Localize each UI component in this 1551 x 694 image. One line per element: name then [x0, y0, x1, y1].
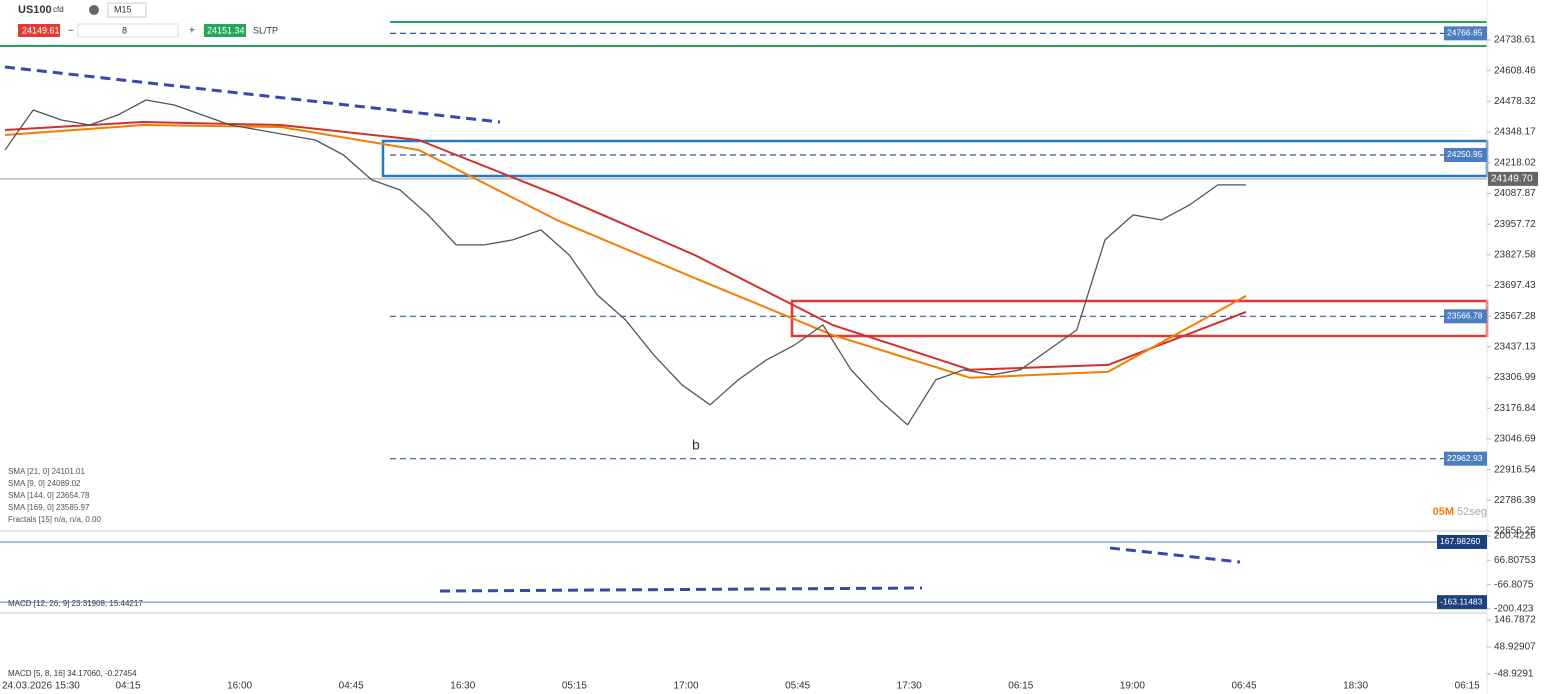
timeframe-box[interactable]	[107, 2, 147, 18]
time-label: 05:45	[785, 681, 810, 692]
sma-line	[4, 124, 1247, 379]
trend-line	[4, 65, 501, 124]
price-tick-label: 23827.58	[1494, 249, 1536, 260]
price-tag: 22962.93	[1447, 453, 1483, 463]
indicator-label: SMA [21, 0] 24101.01	[8, 467, 85, 476]
macd-tag-box	[1437, 595, 1487, 610]
price-tick-label: 22916.54	[1494, 464, 1536, 475]
time-label: 04:15	[115, 681, 140, 692]
price-tick-label: 24478.32	[1494, 96, 1536, 107]
timeframe[interactable]: M15	[114, 4, 132, 14]
macd-tick-label: 146.7872	[1494, 615, 1536, 626]
price-tag-box	[1488, 171, 1538, 186]
price-tick-label: 22786.39	[1494, 495, 1536, 506]
buy-price[interactable]: 24151.34	[207, 25, 245, 35]
sell-price[interactable]: 24149.61	[22, 25, 60, 35]
time-label: 17:00	[673, 681, 698, 692]
price-line	[4, 99, 1246, 426]
quantity[interactable]: 8	[122, 25, 127, 35]
price-tick-label: 23567.28	[1494, 311, 1536, 322]
countdown: 05M 52seg	[1433, 506, 1487, 518]
time-label: 16:30	[450, 681, 475, 692]
buy-button[interactable]	[204, 24, 246, 37]
macd-tick-label: -200.423	[1494, 604, 1534, 615]
price-tag: 24250.95	[1447, 149, 1483, 159]
indicator-label: SMA [144, 0] 23654.78	[8, 491, 90, 500]
price-tag-box	[1444, 309, 1487, 324]
macd-tick-label: 66.80753	[1494, 555, 1536, 566]
time-label: 24.03.2026 15:30	[2, 681, 80, 692]
countdown-minutes: 05M	[1433, 506, 1454, 518]
time-label: 06:45	[1231, 681, 1256, 692]
time-label: 06:15	[1455, 681, 1480, 692]
sell-button[interactable]	[18, 24, 60, 37]
price-tick-label: 24608.46	[1494, 65, 1536, 76]
price-tick-label: 24218.02	[1494, 157, 1536, 168]
info-icon[interactable]	[89, 5, 99, 15]
trend-line	[1109, 546, 1241, 564]
macd-tick-label: 48.92907	[1494, 642, 1536, 653]
macd-label: MACD [12, 26, 9] 23.31908, 15.44217	[8, 599, 143, 608]
sltp-button[interactable]: SL/TP	[253, 25, 278, 35]
macd-tag: -163.11483	[1440, 596, 1483, 606]
macd-tag: 167.98260	[1440, 536, 1480, 546]
time-label: 06:15	[1008, 681, 1033, 692]
price-tick-label: 23046.69	[1494, 434, 1536, 445]
price-tag: 24149.70	[1491, 173, 1533, 184]
price-tag-box	[1444, 26, 1487, 41]
time-label: 17:30	[897, 681, 922, 692]
price-tick-label: 23697.43	[1494, 280, 1536, 291]
quantity-box[interactable]	[77, 23, 179, 38]
macd-tick-label: 200.4226	[1494, 531, 1536, 542]
indicator-label: SMA [9, 0] 24089.02	[8, 479, 81, 488]
time-label: 19:00	[1120, 681, 1145, 692]
sma-line	[4, 121, 1247, 371]
price-tick-label: 22656.25	[1494, 526, 1536, 537]
price-tick-label: 23176.84	[1494, 403, 1536, 414]
price-tick-label: 23437.13	[1494, 342, 1536, 353]
time-label: 16:00	[227, 681, 252, 692]
price-tag-box	[1444, 147, 1487, 162]
macd-tick-label: -66.8075	[1494, 579, 1534, 590]
time-label: 18:30	[1343, 681, 1368, 692]
time-label: 04:45	[339, 681, 364, 692]
price-tick-label: 24738.61	[1494, 35, 1536, 46]
indicator-label: Fractals [15] n/a, n/a, 0.00	[8, 515, 101, 524]
macd-tick-label: -48.9291	[1494, 669, 1534, 680]
annotation: b	[692, 437, 700, 453]
plus-button[interactable]: +	[189, 26, 195, 37]
macd-label: MACD [5, 8, 16] 34.17060, -0.27454	[8, 669, 137, 678]
indicator-label: SMA [169, 0] 23585.97	[8, 503, 90, 512]
price-tag: 24766.85	[1447, 28, 1483, 38]
countdown-seconds: 52seg	[1457, 506, 1487, 518]
symbol[interactable]: US100	[18, 4, 52, 16]
price-tag: 23566.78	[1447, 311, 1483, 321]
instrument-type: cfd	[53, 5, 64, 14]
minus-button[interactable]: −	[68, 26, 74, 37]
price-tick-label: 23306.99	[1494, 372, 1536, 383]
trend-line	[439, 586, 923, 593]
price-tick-label: 23957.72	[1494, 219, 1536, 230]
price-tick-label: 24348.17	[1494, 127, 1536, 138]
price-tick-label: 24087.87	[1494, 188, 1536, 199]
price-tag-box	[1444, 451, 1487, 466]
time-label: 05:15	[562, 681, 587, 692]
macd-tag-box	[1437, 534, 1487, 549]
